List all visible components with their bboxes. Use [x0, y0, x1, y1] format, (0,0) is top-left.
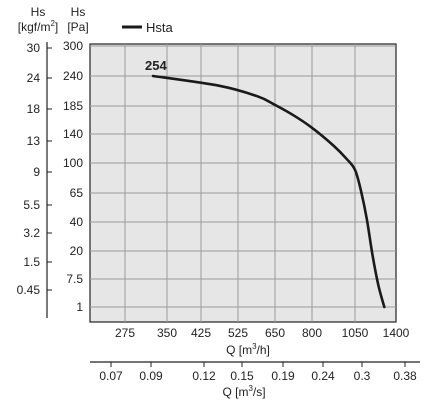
peak-annotation: 254: [145, 58, 167, 73]
y-main-tick-0: 300: [63, 39, 83, 53]
x-sec-tick-7: 0.38: [393, 369, 417, 383]
x-main-tick-labels: 275 350 425 525 650 800 1050 1400: [115, 326, 410, 340]
y-main-tick-9: 1: [76, 300, 83, 314]
y-left-unit-top: Hs: [31, 5, 46, 19]
x-sec-tick-4: 0.19: [271, 369, 295, 383]
y-left-tick-3: 13: [27, 134, 41, 148]
x-sec-tick-1: 0.09: [139, 369, 163, 383]
x-sec-tick-0: 0.07: [99, 369, 123, 383]
x-main-axis-label: Q [m3/h]: [226, 342, 270, 357]
x-main-tick-6: 1050: [342, 326, 369, 340]
y-left-tick-1: 24: [27, 71, 41, 85]
y-left-tick-7: 1.5: [23, 255, 40, 269]
y-left-tick-4: 9: [33, 165, 40, 179]
y-main-unit-top: Hs: [71, 5, 86, 19]
x-sec-tick-labels: 0.07 0.09 0.12 0.15 0.19 0.24 0.3 0.38: [99, 362, 417, 383]
y-main-tick-6: 40: [70, 215, 84, 229]
y-left-tick-8: 0.45: [17, 283, 41, 297]
x-main-tick-7: 1400: [383, 326, 410, 340]
horizontal-gridlines: [90, 45, 396, 308]
y-left-tick-2: 18: [27, 102, 41, 116]
y-main-tick-labels: 300 240 185 140 100 65 40 20 7.5 1: [63, 39, 83, 314]
y-main-unit-bottom: [Pa]: [67, 20, 88, 34]
y-main-tick-8: 7.5: [66, 272, 83, 286]
x-sec-tick-3: 0.15: [230, 369, 254, 383]
plot-area: [89, 43, 397, 323]
x-main-tick-0: 275: [115, 326, 135, 340]
x-sec-axis-label: Q [m3/s]: [222, 384, 265, 399]
y-left-tick-labels: 30 24 18 13 9 5.5 3.2 1.5 0.45: [17, 41, 52, 297]
y-left-tick-6: 3.2: [23, 226, 40, 240]
y-main-tick-4: 100: [63, 156, 83, 170]
x-main-tick-1: 350: [157, 326, 177, 340]
x-main-tick-2: 425: [191, 326, 211, 340]
x-main-tick-4: 650: [265, 326, 285, 340]
series-line-hsta: [151, 74, 386, 309]
y-left-unit-bottom: [kgf/m2]: [18, 19, 58, 34]
y-left-tick-5: 5.5: [23, 198, 40, 212]
y-main-tick-5: 65: [70, 186, 84, 200]
x-main-tick-5: 800: [302, 326, 322, 340]
x-sec-tick-6: 0.3: [354, 369, 371, 383]
y-main-tick-1: 240: [63, 69, 83, 83]
x-sec-tick-2: 0.12: [192, 369, 216, 383]
y-main-tick-7: 20: [70, 244, 84, 258]
y-main-tick-2: 185: [63, 99, 83, 113]
y-main-tick-3: 140: [63, 127, 83, 141]
y-left-tick-0: 30: [27, 41, 41, 55]
x-main-tick-3: 525: [228, 326, 248, 340]
x-sec-tick-5: 0.24: [311, 369, 335, 383]
legend-label-hsta: Hsta: [146, 20, 174, 35]
